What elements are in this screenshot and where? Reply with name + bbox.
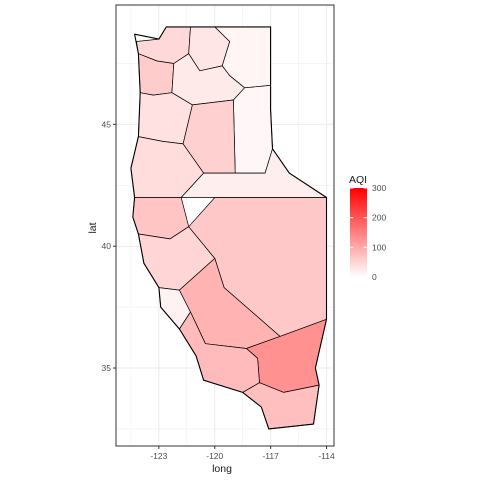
y-tick-label: 40 [102,241,112,251]
x-tick-label: -114 [318,451,335,461]
x-tick-label: -120 [206,451,223,461]
legend-break-label: 0 [372,272,377,282]
x-tick-label: -117 [262,451,279,461]
region-7 [138,93,192,144]
y-tick-label: 35 [102,363,112,373]
legend-break-label: 100 [372,242,386,252]
legend-colorbar [350,188,367,277]
x-axis-title: long [212,463,232,475]
x-tick-label: -123 [150,451,167,461]
y-axis-title: lat [87,222,99,233]
legend-title: AQI [349,174,367,186]
legend-break-label: 300 [372,183,386,193]
legend-break-label: 200 [372,213,386,223]
region-6 [233,85,272,173]
y-tick-label: 45 [102,119,112,129]
